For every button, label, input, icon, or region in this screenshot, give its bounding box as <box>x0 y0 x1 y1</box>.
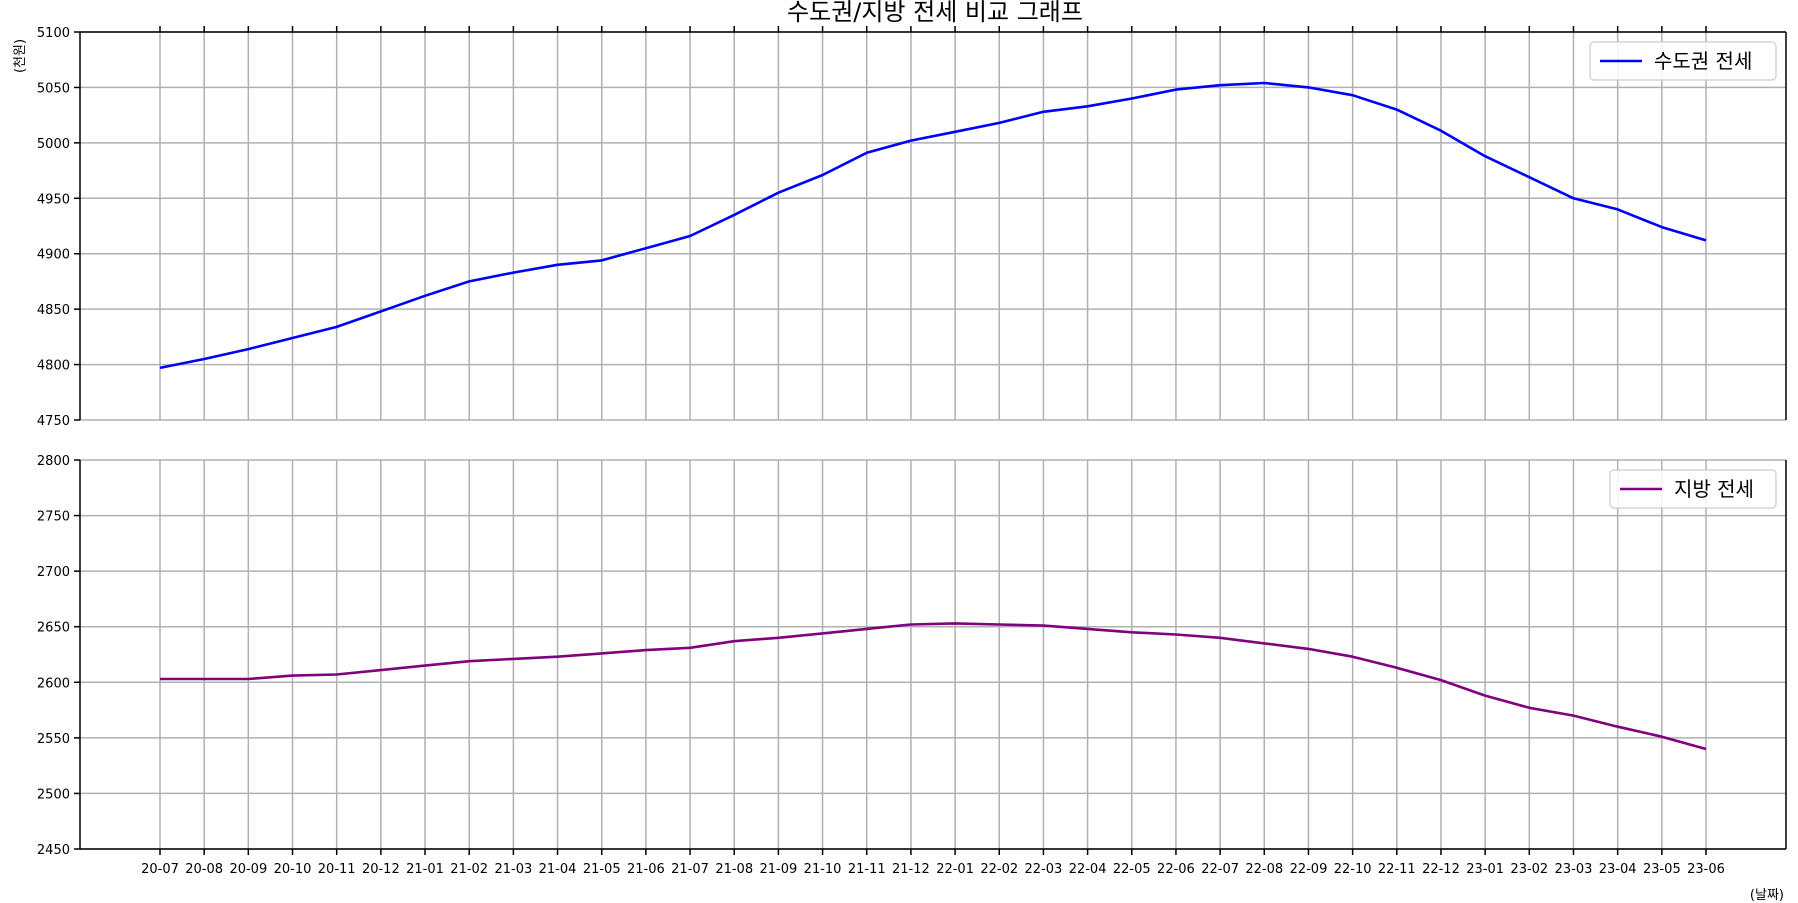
series-line-1 <box>159 81 1707 370</box>
x-tick-label: 22-05 <box>1113 862 1151 877</box>
y-tick-label: 4950 <box>37 192 70 207</box>
y-tick-label: 2700 <box>37 565 70 580</box>
series-line-2 <box>160 622 1707 751</box>
x-tick-label: 21-06 <box>627 862 665 877</box>
x-tick-label: 22-02 <box>980 862 1018 877</box>
x-tick-label: 22-10 <box>1334 862 1372 877</box>
x-tick-label: 23-06 <box>1687 862 1725 877</box>
x-tick-label: 22-09 <box>1290 862 1328 877</box>
x-tick-label: 22-04 <box>1069 862 1107 877</box>
y-tick-label: 2750 <box>37 510 70 525</box>
x-tick-label: 22-01 <box>936 862 974 877</box>
x-tick-label: 22-03 <box>1025 862 1063 877</box>
x-tick-label: 21-11 <box>848 862 886 877</box>
y-tick-label: 2450 <box>37 843 70 858</box>
panel-1: 4750 4800 4850 4900 4950 5000 5050 5100 수도권 전세 <box>37 26 1787 429</box>
panel-2: 2450 2500 2550 2600 2650 2700 2750 2800 20-07 20-… <box>37 454 1787 877</box>
x-tick-label: 23-05 <box>1643 862 1681 877</box>
y-tick-label: 5100 <box>37 26 70 41</box>
y-tick-label: 4900 <box>37 248 70 263</box>
y-tick-label: 5050 <box>37 81 70 96</box>
x-tick-label: 20-11 <box>318 862 356 877</box>
legend: 수도권 전세 <box>1589 41 1777 81</box>
x-tick-label: 21-03 <box>494 862 532 877</box>
x-tick-label: 22-08 <box>1245 862 1283 877</box>
x-tick-label: 22-07 <box>1201 862 1239 877</box>
legend: 지방 전세 <box>1609 469 1777 509</box>
legend-box <box>1589 41 1777 81</box>
y-tick-label: 5000 <box>37 137 70 152</box>
x-tick-label: 21-04 <box>539 862 577 877</box>
y-tick-label: 4850 <box>37 303 70 318</box>
x-tick-label: 22-06 <box>1157 862 1195 877</box>
x-tick-label: 20-08 <box>185 862 223 877</box>
x-tick-label: 20-10 <box>274 862 312 877</box>
x-tick-label: 22-12 <box>1422 862 1460 877</box>
x-tick-label: 21-12 <box>892 862 930 877</box>
x-tick-label: 21-05 <box>583 862 621 877</box>
x-tick-label: 21-08 <box>715 862 753 877</box>
x-tick-label: 23-04 <box>1599 862 1637 877</box>
x-tick-label: 23-03 <box>1555 862 1593 877</box>
x-tick-label: 21-01 <box>406 862 444 877</box>
x-tick-label: 23-02 <box>1510 862 1548 877</box>
x-tick-label: 20-12 <box>362 862 400 877</box>
x-tick-label: 21-02 <box>450 862 488 877</box>
y-tick-label: 2800 <box>37 454 70 469</box>
y-tick-label: 2500 <box>37 787 70 802</box>
chart-title: 수도권/지방 전세 비교 그래프 <box>787 0 1083 26</box>
x-tick-label: 20-07 <box>141 862 179 877</box>
y-tick-label: 2650 <box>37 621 70 636</box>
y-axis-label: (천원) <box>13 39 28 73</box>
y-tick-label: 2550 <box>37 732 70 747</box>
x-tick-label: 21-09 <box>760 862 798 877</box>
x-tick-label: 21-07 <box>671 862 709 877</box>
legend-label: 수도권 전세 <box>1654 49 1752 73</box>
legend-label: 지방 전세 <box>1674 477 1754 501</box>
y-tick-label: 4750 <box>37 414 70 429</box>
x-tick-label: 23-01 <box>1466 862 1504 877</box>
x-axis-label: (날짜) <box>1750 888 1784 903</box>
x-tick-label: 20-09 <box>229 862 267 877</box>
x-tick-label: 21-10 <box>804 862 842 877</box>
y-tick-label: 4800 <box>37 359 70 374</box>
x-tick-label: 22-11 <box>1378 862 1416 877</box>
y-tick-label: 2600 <box>37 676 70 691</box>
legend-box <box>1609 469 1777 509</box>
